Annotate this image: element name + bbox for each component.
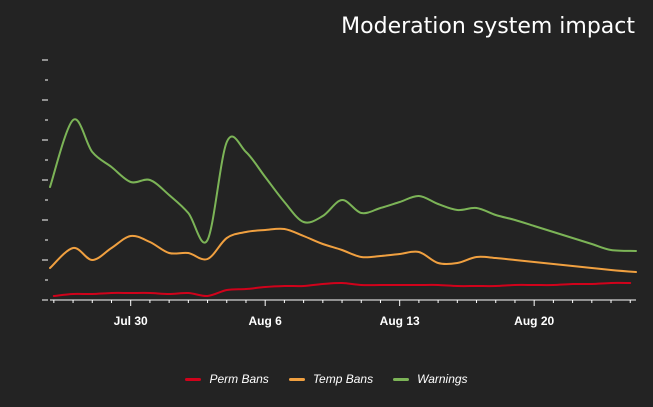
x-tick-label: Aug 20	[514, 314, 554, 328]
legend-item-warnings[interactable]: Warnings	[393, 372, 468, 386]
legend-swatch	[393, 377, 410, 381]
legend-swatch	[185, 377, 202, 381]
chart-title: Moderation system impact	[341, 14, 635, 39]
x-tick-label: Jul 30	[114, 314, 148, 328]
series-line-temp-bans	[49, 227, 637, 273]
legend-item-perm-bans[interactable]: Perm Bans	[185, 372, 269, 386]
legend-label: Perm Bans	[209, 372, 269, 386]
legend-item-temp-bans[interactable]: Temp Bans	[288, 372, 374, 386]
legend-label: Warnings	[417, 372, 468, 386]
series-line-warnings	[49, 118, 637, 252]
legend-swatch	[288, 377, 305, 381]
x-tick-label: Aug 6	[249, 314, 283, 328]
legend: Perm Bans Temp Bans Warnings	[0, 372, 653, 386]
series-line-perm-bans	[52, 281, 632, 298]
legend-label: Temp Bans	[312, 372, 374, 386]
x-tick-label: Aug 13	[380, 314, 420, 328]
